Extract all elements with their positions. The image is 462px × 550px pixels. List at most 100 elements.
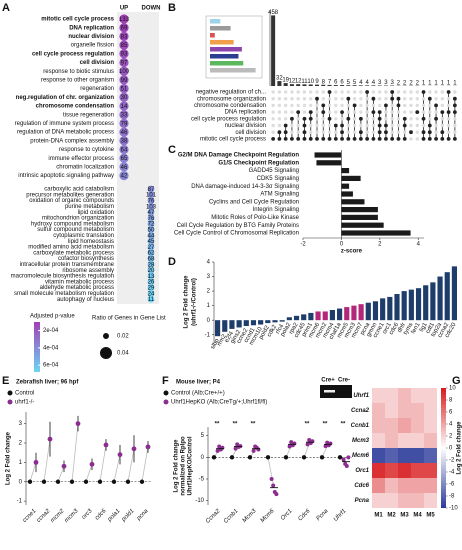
empty-dot bbox=[428, 117, 432, 121]
significance: ** bbox=[233, 422, 238, 428]
empty-dot bbox=[271, 110, 275, 114]
empty-dot bbox=[434, 130, 438, 134]
empty-dot bbox=[296, 123, 300, 128]
dot bbox=[147, 295, 155, 303]
dot bbox=[147, 261, 155, 268]
empty-dot bbox=[340, 90, 344, 94]
member-dot bbox=[452, 96, 457, 101]
term-label: cofactor biosynthesis bbox=[58, 256, 114, 262]
empty-dot bbox=[371, 90, 376, 94]
mutant-point bbox=[328, 441, 333, 446]
dot-label: 51 bbox=[121, 86, 128, 92]
term-label: intracellular protein transmembrane bbox=[20, 262, 115, 268]
mutant-dot bbox=[103, 442, 109, 448]
stem bbox=[57, 466, 65, 482]
member-dot bbox=[358, 116, 363, 121]
cell bbox=[411, 388, 424, 403]
empty-dot bbox=[396, 130, 401, 134]
empty-dot bbox=[327, 103, 332, 108]
empty-dot bbox=[296, 117, 300, 121]
term-label: chromosome condensation bbox=[36, 104, 115, 110]
x-tick-label: pola1 bbox=[106, 508, 121, 523]
member-dot bbox=[340, 137, 344, 141]
dot bbox=[119, 118, 129, 128]
y-tick-label: 0 bbox=[207, 318, 211, 324]
dot-label: 44 bbox=[148, 233, 155, 239]
colorbar bbox=[34, 322, 40, 372]
member-dot bbox=[377, 110, 382, 114]
category-label: DNA damage-induced 14-3-3σ Signaling bbox=[191, 184, 299, 190]
empty-dot bbox=[283, 90, 288, 94]
member-dot bbox=[377, 116, 382, 121]
empty-dot bbox=[321, 97, 325, 101]
cell bbox=[398, 433, 411, 448]
member-dot bbox=[290, 116, 294, 121]
mutant-point bbox=[271, 483, 276, 488]
empty-dot bbox=[277, 110, 282, 114]
member-dot bbox=[321, 137, 326, 141]
empty-dot bbox=[340, 103, 344, 108]
bar bbox=[337, 308, 343, 321]
bar bbox=[301, 314, 307, 321]
empty-dot bbox=[334, 90, 338, 94]
dot-label: 50 bbox=[148, 227, 155, 233]
y-tick-label: 5 bbox=[201, 433, 205, 439]
empty-dot bbox=[415, 90, 419, 94]
mutant-point bbox=[233, 446, 238, 451]
bar bbox=[293, 315, 300, 321]
member-dot bbox=[427, 123, 432, 128]
mutant-point bbox=[287, 444, 292, 449]
cell bbox=[398, 418, 411, 433]
cell bbox=[372, 403, 385, 418]
legend-dot bbox=[163, 399, 169, 405]
bar-label: 1 bbox=[441, 80, 445, 86]
mutant-dot bbox=[75, 421, 81, 427]
empty-dot bbox=[421, 103, 426, 108]
member-dot bbox=[434, 116, 438, 121]
mutant-dot bbox=[131, 446, 137, 452]
member-dot bbox=[427, 96, 432, 101]
dot-label: 42 bbox=[121, 173, 128, 179]
empty-dot bbox=[409, 117, 413, 121]
dot-label: 99 bbox=[121, 78, 128, 84]
member-dot bbox=[452, 110, 457, 114]
member-dot bbox=[277, 130, 282, 135]
bar-label: 3 bbox=[378, 80, 382, 86]
bar-label: 32 bbox=[276, 76, 283, 82]
colorbar-label: -4 bbox=[449, 470, 455, 476]
x-tick-label: pold1 bbox=[120, 508, 135, 523]
dot bbox=[119, 75, 129, 85]
member-dot bbox=[296, 110, 301, 114]
panel-letter: B bbox=[168, 2, 176, 14]
control-dot bbox=[55, 479, 61, 484]
size-legend-dot bbox=[103, 333, 109, 339]
empty-dot bbox=[396, 123, 401, 128]
empty-dot bbox=[365, 123, 369, 128]
member-dot bbox=[421, 130, 426, 135]
term-label: response to biotic stimulus bbox=[43, 69, 114, 75]
empty-dot bbox=[277, 103, 282, 108]
row-label: Ccnb1 bbox=[351, 423, 370, 429]
control-dot bbox=[139, 479, 145, 484]
dot bbox=[147, 208, 155, 216]
member-dot bbox=[333, 137, 338, 141]
empty-dot bbox=[390, 103, 394, 108]
bar bbox=[365, 302, 371, 321]
bar bbox=[229, 320, 235, 329]
bar-label: 4 bbox=[365, 80, 369, 86]
member-dot bbox=[315, 96, 319, 101]
term-label: macromolecule biosynthesis regulation bbox=[11, 274, 114, 280]
column-label: M5 bbox=[426, 513, 435, 519]
dot-label: 20 bbox=[148, 268, 155, 274]
term-label: lipid oxidation bbox=[78, 210, 114, 216]
member-dot bbox=[390, 137, 395, 141]
dot-label: 26 bbox=[148, 280, 155, 286]
empty-dot bbox=[453, 90, 457, 94]
empty-dot bbox=[334, 130, 338, 134]
bar bbox=[351, 305, 357, 321]
stem bbox=[141, 446, 149, 482]
cell bbox=[372, 388, 385, 403]
category-label: G2/M DNA Damage Checkpoint Regulation bbox=[178, 153, 299, 159]
empty-dot bbox=[302, 110, 307, 114]
bar-label: 8 bbox=[322, 79, 326, 85]
